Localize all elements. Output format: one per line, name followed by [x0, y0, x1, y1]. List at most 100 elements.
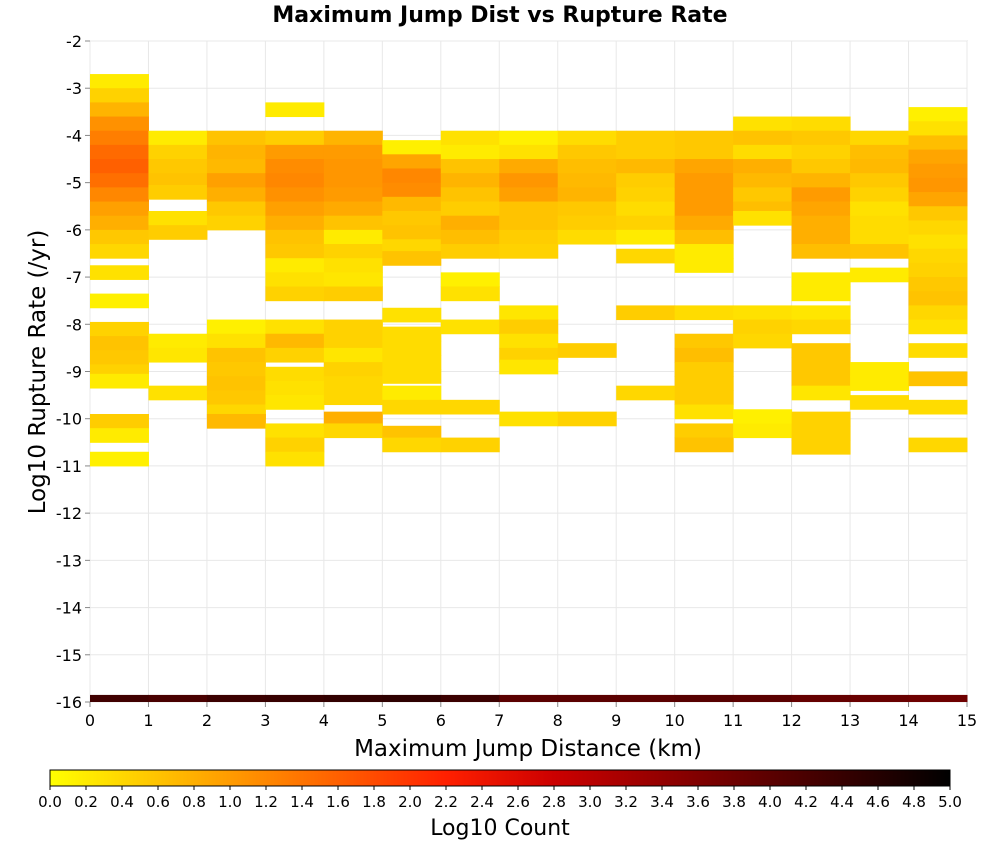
heatmap-cell — [616, 144, 676, 160]
heatmap-cell — [323, 286, 383, 302]
heatmap-cell — [791, 411, 851, 427]
heatmap-cell — [90, 201, 149, 217]
colorbar-tick-label: 1.4 — [290, 793, 314, 811]
heatmap-cell — [323, 187, 383, 203]
x-tick-label: 6 — [436, 711, 446, 730]
heatmap-cell — [557, 173, 617, 188]
heatmap-cell — [791, 229, 851, 245]
heatmap-cell — [908, 277, 968, 292]
heatmap-cell — [90, 187, 149, 203]
colorbar-tick-label: 2.4 — [470, 793, 494, 811]
colorbar-tick-label: 1.0 — [218, 793, 242, 811]
heatmap-cell — [382, 196, 442, 212]
heatmap-cell — [323, 333, 383, 349]
heatmap-cell — [791, 319, 851, 335]
heatmap-cell — [733, 144, 793, 160]
heatmap-cell — [616, 201, 676, 217]
heatmap-cell — [908, 163, 968, 179]
heatmap-cell — [206, 376, 266, 391]
heatmap-cell — [616, 385, 676, 401]
y-tick-label: -4 — [66, 126, 82, 145]
x-tick-label: 4 — [319, 711, 329, 730]
colorbar-tick-label: 2.6 — [506, 793, 530, 811]
heatmap-cell — [908, 220, 968, 236]
heatmap-cell — [90, 144, 149, 160]
heatmap-cell — [323, 173, 383, 188]
heatmap-cell — [382, 326, 442, 342]
x-tick-label: 7 — [494, 711, 504, 730]
heatmap-cell — [323, 390, 383, 406]
y-tick-label: -15 — [56, 646, 82, 665]
heatmap-cell — [908, 234, 968, 250]
heatmap-cell — [908, 206, 968, 221]
colorbar-tick-label: 0.6 — [146, 793, 170, 811]
heatmap-cell — [90, 451, 149, 467]
y-tick-label: -11 — [56, 457, 82, 476]
colorbar-tick-label: 2.8 — [542, 793, 566, 811]
heatmap-cell — [382, 239, 442, 254]
heatmap-cell — [674, 229, 734, 245]
colorbar-tick-label: 1.2 — [254, 793, 278, 811]
heatmap-cell — [616, 248, 676, 264]
heatmap-cell — [265, 333, 325, 349]
heatmap-cell — [791, 116, 851, 132]
heatmap-cell — [791, 272, 851, 288]
heatmap-cell — [206, 362, 266, 377]
heatmap-cell — [265, 201, 325, 217]
heatmap-cell — [265, 215, 325, 231]
heatmap-cell — [733, 210, 793, 226]
heatmap-cell — [382, 425, 442, 441]
x-tick-label: 9 — [611, 711, 621, 730]
heatmap-cell — [674, 437, 734, 453]
heatmap-cell — [90, 159, 149, 174]
heatmap-cell — [206, 413, 266, 429]
heatmap-cell — [323, 258, 383, 273]
x-tick-label: 3 — [260, 711, 270, 730]
heatmap-cell — [206, 347, 266, 363]
heatmap-cell — [616, 187, 676, 203]
heatmap-cell — [206, 201, 266, 217]
heatmap-cell — [616, 159, 676, 174]
colorbar-tick-label: 3.4 — [650, 793, 674, 811]
heatmap-cell — [908, 121, 968, 136]
heatmap-cell — [440, 130, 500, 146]
heatmap-cell — [791, 425, 851, 441]
heatmap-cell — [148, 333, 208, 349]
heatmap-cell — [557, 187, 617, 203]
heatmap-cell — [323, 376, 383, 391]
heatmap-cell — [908, 437, 968, 453]
heatmap-cell — [908, 291, 968, 306]
y-tick-label: -16 — [56, 693, 82, 712]
heatmap-cell — [440, 215, 500, 231]
heatmap-cell — [90, 428, 149, 443]
heatmap-cell — [499, 347, 559, 363]
colorbar-tick-label: 3.0 — [578, 793, 602, 811]
heatmap-cell — [791, 286, 851, 302]
heatmap-cell — [90, 413, 149, 429]
heatmap-cell — [850, 376, 910, 391]
heatmap-cell — [206, 333, 266, 349]
heatmap-cell — [499, 215, 559, 231]
heatmap-cell — [791, 130, 851, 146]
heatmap-cell-bottom — [382, 694, 442, 702]
heatmap-cell — [908, 343, 968, 358]
heatmap-cell — [674, 173, 734, 188]
heatmap-cell — [265, 395, 325, 410]
heatmap-cell — [733, 333, 793, 349]
heatmap-cell — [499, 201, 559, 217]
heatmap-cell — [382, 182, 442, 198]
heatmap-cell — [90, 336, 149, 351]
heatmap-cell — [265, 319, 325, 335]
heatmap-cell — [791, 201, 851, 217]
heatmap-cell — [265, 102, 325, 118]
heatmap-cell — [382, 251, 442, 266]
heatmap-cell — [382, 340, 442, 356]
heatmap-cell — [791, 159, 851, 174]
heatmap-cell — [206, 144, 266, 160]
heatmap-cell — [499, 305, 559, 321]
x-tick-label: 1 — [143, 711, 153, 730]
heatmap-cell — [791, 439, 851, 455]
heatmap-cell — [440, 399, 500, 415]
colorbar-tick-label: 3.8 — [722, 793, 746, 811]
colorbar-tick-label: 4.4 — [830, 793, 854, 811]
